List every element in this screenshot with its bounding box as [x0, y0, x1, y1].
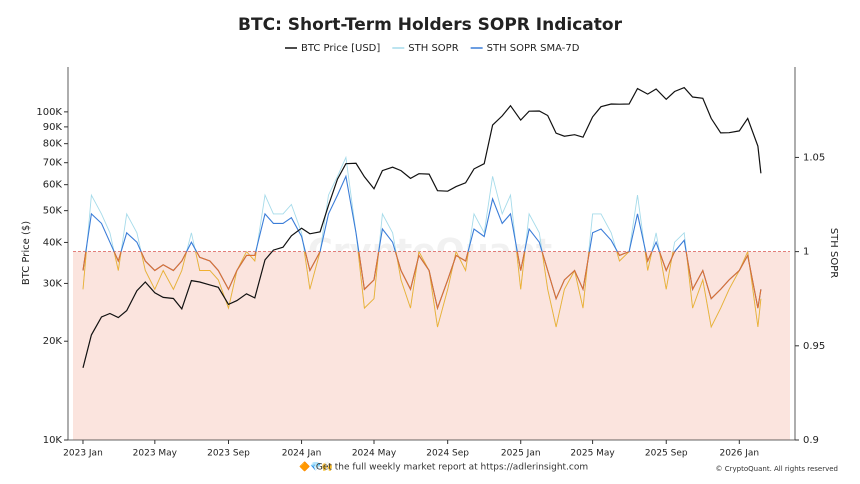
x-tick-label: 2025 Sep: [645, 449, 688, 459]
x-tick-label: 2025 Jan: [501, 449, 541, 459]
y-tick-label: 50K: [43, 206, 63, 217]
x-tick-label: 2025 May: [570, 449, 615, 459]
y-tick-label: 90K: [43, 122, 63, 133]
y-tick-label: 20K: [43, 336, 63, 347]
y-tick-label: 100K: [36, 107, 62, 118]
copyright: © CryptoQuant. All rights reserved: [716, 465, 838, 473]
x-tick-label: 2023 Jan: [63, 449, 103, 459]
y2-tick-label: 1.05: [803, 152, 825, 163]
series-line-below: [82, 251, 762, 311]
series-line: [82, 86, 762, 368]
y-tick-label: 60K: [43, 180, 63, 191]
y-tick-label: 40K: [43, 237, 63, 248]
x-tick-label: 2024 Jan: [282, 449, 322, 459]
y2-tick-label: 0.9: [803, 435, 819, 446]
x-tick-label: 2026 Jan: [719, 449, 759, 459]
y-axis-label: BTC Price ($): [21, 221, 32, 285]
y-tick-label: 80K: [43, 139, 63, 150]
legend-label: STH SOPR SMA-7D: [487, 43, 580, 54]
chart-title: BTC: Short-Term Holders SOPR Indicator: [238, 15, 623, 35]
y2-tick-label: 0.95: [803, 341, 825, 352]
y-tick-label: 10K: [43, 435, 63, 446]
y-tick-label: 30K: [43, 278, 63, 289]
y2-tick-label: 1: [803, 247, 809, 258]
x-tick-label: 2024 May: [352, 449, 397, 459]
x-tick-label: 2023 May: [133, 449, 178, 459]
x-tick-label: 2023 Sep: [207, 449, 250, 459]
footer-icons: 🔶💎🙌: [299, 461, 333, 473]
y-tick-label: 70K: [43, 158, 63, 169]
legend-label: STH SOPR: [408, 43, 458, 54]
y2-axis-label: STH SOPR: [828, 228, 839, 278]
footer: Get the full weekly market report at htt…: [316, 463, 588, 473]
legend-label: BTC Price [USD]: [301, 43, 380, 54]
x-tick-label: 2024 Sep: [426, 449, 469, 459]
